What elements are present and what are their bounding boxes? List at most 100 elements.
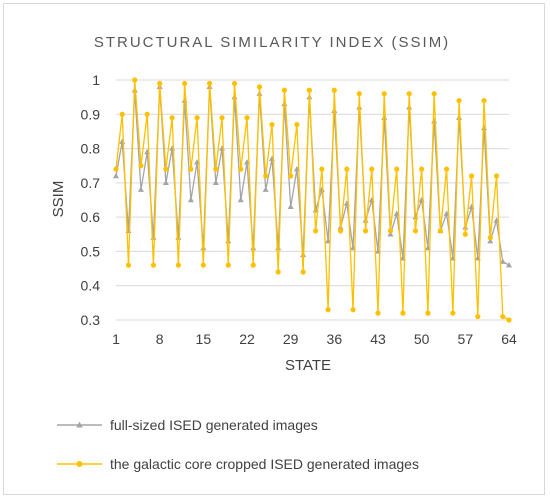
data-point-gray [113,172,119,179]
data-point-yellow [487,235,493,241]
data-point-yellow [281,87,288,93]
x-tick-label: 64 [501,331,517,347]
data-point-yellow [431,91,437,97]
data-point-yellow [481,97,487,104]
data-point-gray [162,179,169,186]
data-point-gray [119,138,126,144]
data-point-yellow [250,262,256,268]
data-point-yellow [444,166,450,172]
y-tick-label: 1 [92,72,100,88]
gridlines [116,79,509,321]
x-tick-label: 22 [239,331,255,347]
data-point-yellow [213,166,219,172]
data-point-yellow [200,262,206,268]
data-point-yellow [394,166,400,172]
chart-title: STRUCTURAL SIMILARITY INDEX (SSIM) [94,34,450,51]
data-point-yellow [412,228,419,234]
data-point-gray [225,237,232,244]
y-tick-label: 0.4 [81,278,101,294]
data-point-yellow [475,313,481,320]
chart-frame: 0.3 0.4 0.5 0.6 0.7 0.8 0.9 1 1 8 15 22 29 36 43 50 57 6… [3,3,545,495]
data-point-yellow [456,97,462,104]
x-tick-label: 50 [414,331,430,347]
y-tick-label: 0.8 [81,141,101,157]
data-point-gray [418,196,425,203]
data-point-yellow [169,115,175,121]
data-point-yellow [387,228,394,234]
data-point-gray [262,186,269,192]
data-point-yellow [275,269,281,275]
series-line-1 [115,79,510,321]
data-point-yellow [493,173,500,179]
x-axis-ticks: 1 8 15 22 29 36 43 50 57 64 [112,331,517,347]
x-axis-title: STATE [285,357,331,374]
data-point-yellow [206,80,213,87]
data-point-yellow [256,84,263,90]
data-point-gray [387,231,394,237]
ssim-line-chart: 0.3 0.4 0.5 0.6 0.7 0.8 0.9 1 1 8 15 22 29 36 43 50 57 6… [50,34,517,472]
data-point-gray [150,234,157,240]
data-point-yellow [419,166,425,172]
data-point-yellow [468,173,475,179]
legend: full-sized ISED generated images the gala… [57,417,419,472]
data-point-gray [499,258,506,264]
x-tick-label: 43 [370,331,386,347]
y-axis-title: SSIM [50,181,67,218]
data-point-yellow [300,269,306,275]
x-tick-label: 29 [283,331,299,347]
data-point-yellow [356,91,362,97]
data-point-yellow [350,307,356,313]
series-lines [113,77,512,323]
data-point-yellow [344,166,350,172]
data-point-yellow [375,310,381,316]
data-point-gray [481,124,488,131]
data-point-yellow [119,111,125,117]
data-point-gray [275,244,282,251]
data-point-yellow [369,166,375,172]
data-point-yellow [400,310,406,316]
y-tick-label: 0.3 [81,312,101,328]
data-point-yellow [294,121,300,128]
data-point-yellow [188,166,194,172]
y-tick-label: 0.7 [81,175,101,191]
data-point-yellow [337,228,344,234]
x-tick-label: 8 [156,331,164,347]
data-point-gray [175,234,182,240]
data-point-yellow [144,111,150,117]
data-point-yellow [462,231,468,237]
data-point-yellow [175,262,181,268]
y-tick-label: 0.6 [81,209,101,225]
x-tick-label: 57 [458,331,474,347]
x-tick-label: 36 [327,331,343,347]
data-point-gray [506,261,512,268]
data-point-yellow [231,80,238,87]
data-point-gray [368,196,375,203]
data-point-gray [487,237,494,244]
data-point-yellow [150,262,157,268]
legend-marker-triangle [76,421,83,428]
legend-label-1: the galactic core cropped ISED generated… [110,456,419,472]
data-point-yellow [381,91,387,97]
data-point-gray [237,196,244,203]
data-point-yellow [319,166,325,172]
data-point-gray [431,117,438,124]
data-point-yellow [288,173,294,179]
data-point-yellow [138,163,144,169]
data-point-yellow [113,166,119,172]
data-point-yellow [182,80,188,87]
data-point-yellow [263,173,269,179]
data-point-yellow [225,262,231,268]
data-point-yellow [450,310,456,316]
y-tick-label: 0.5 [81,243,101,259]
x-tick-label: 15 [196,331,212,347]
data-point-yellow [325,307,331,313]
data-point-yellow [157,80,163,87]
data-point-gray [137,186,144,192]
data-point-yellow [362,228,369,234]
data-point-yellow [194,115,200,121]
data-point-yellow [269,121,275,128]
data-point-yellow [331,87,337,93]
y-axis-ticks: 0.3 0.4 0.5 0.6 0.7 0.8 0.9 1 [81,72,101,328]
legend-label-0: full-sized ISED generated images [110,417,318,433]
data-point-gray [287,203,294,210]
